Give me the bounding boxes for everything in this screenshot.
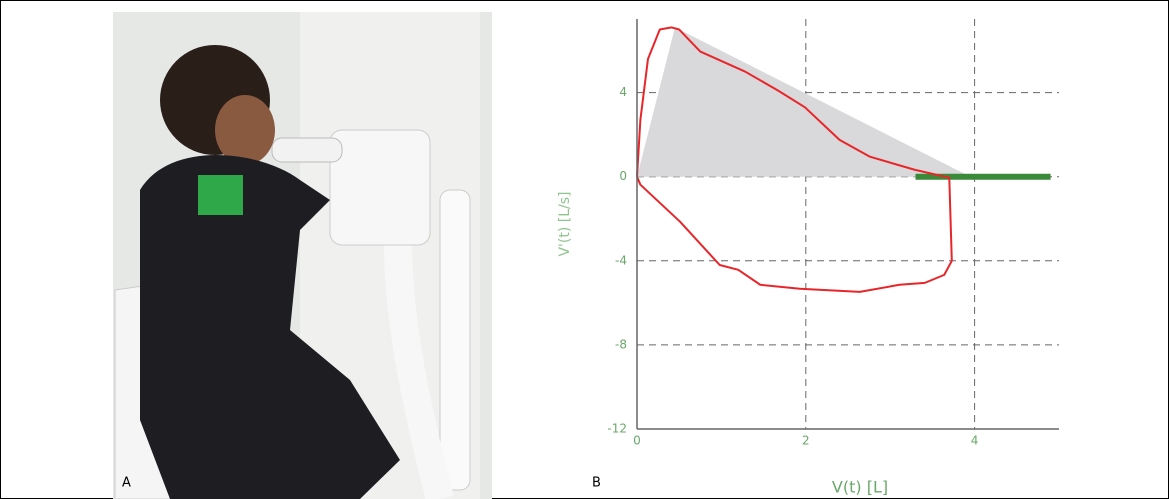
y-tick-label: 0 bbox=[619, 169, 627, 183]
x-tick-label: 0 bbox=[633, 434, 641, 448]
photo-mouthpiece bbox=[272, 138, 342, 162]
photo-stand bbox=[440, 190, 470, 490]
y-tick-label: -12 bbox=[607, 422, 627, 436]
x-axis-label: V(t) [L] bbox=[832, 478, 888, 497]
photo-face bbox=[215, 95, 275, 165]
x-tick-label: 2 bbox=[802, 434, 810, 448]
y-tick-label: 4 bbox=[619, 85, 627, 99]
photo-shirt bbox=[198, 175, 243, 215]
panel-label: B bbox=[592, 476, 601, 491]
y-tick-label: -8 bbox=[615, 337, 627, 351]
figure: A B V(t) [L] V'(t) [L/s] -12 -8 -4 0 4 0 2 4 bbox=[0, 0, 1169, 499]
photo-device bbox=[330, 130, 430, 245]
y-axis-label: V'(t) [L/s] bbox=[557, 191, 573, 256]
x-tick-label: 4 bbox=[971, 434, 979, 448]
y-tick-label: -4 bbox=[615, 253, 627, 267]
panel-label: A bbox=[122, 476, 131, 491]
photo bbox=[113, 12, 492, 499]
